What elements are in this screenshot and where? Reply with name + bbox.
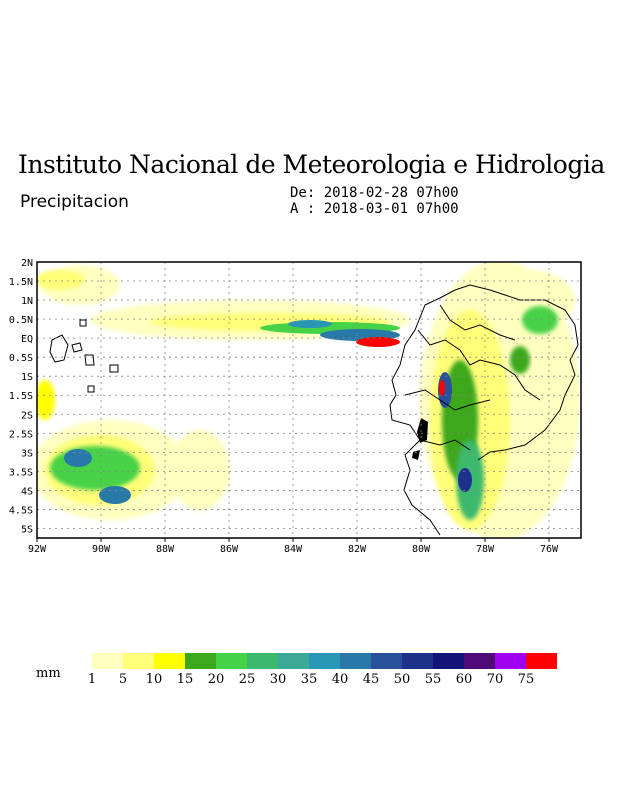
colorbar-swatch: [278, 653, 309, 669]
lat-tick-label: 1.5S: [9, 391, 33, 402]
islands: [412, 418, 428, 460]
colorbar-tick-label: 20: [207, 672, 225, 687]
colorbar-swatch: [92, 653, 123, 669]
lon-tick-label: 92W: [28, 544, 47, 555]
colorbar-tick-label: 25: [238, 672, 256, 687]
lat-tick-label: 0.5S: [9, 353, 33, 364]
colorbar-tick-label: 60: [455, 672, 473, 687]
colorbar-swatch: [526, 653, 557, 669]
plot-frame: [36, 261, 582, 539]
lat-tick-label: 0.5N: [9, 315, 33, 326]
lon-tick-label: 84W: [284, 544, 303, 555]
precipitation-field: [37, 262, 580, 538]
lon-tick-label: 82W: [348, 544, 367, 555]
lat-tick-label: 2S: [21, 410, 33, 421]
lat-tick-label: 1N: [21, 296, 33, 307]
lon-tick-label: 78W: [476, 544, 495, 555]
graticule: [37, 262, 581, 538]
colorbar-swatch: [216, 653, 247, 669]
lon-tick-label: 86W: [220, 544, 239, 555]
colorbar-swatch: [433, 653, 464, 669]
colorbar-swatch: [371, 653, 402, 669]
lat-tick-label: EQ: [21, 334, 33, 345]
lon-tick-label: 88W: [156, 544, 175, 555]
map-title: Instituto Nacional de Meteorologia e Hid…: [18, 150, 605, 179]
colorbar-swatch: [309, 653, 340, 669]
lat-tick-label: 1S: [21, 372, 33, 383]
colorbar-swatch: [402, 653, 433, 669]
lon-tick-label: 80W: [412, 544, 431, 555]
colorbar-swatch: [340, 653, 371, 669]
lat-tick-label: 4.5S: [9, 505, 33, 516]
colorbar-tick-label: 40: [331, 672, 349, 687]
lat-tick-label: 2.5S: [9, 429, 33, 440]
colorbar-tick-label: 10: [145, 672, 163, 687]
colorbar-tick-label: 1: [87, 672, 97, 687]
lat-tick-label: 3.5S: [9, 467, 33, 478]
colorbar-swatch: [185, 653, 216, 669]
lat-tick-label: 4S: [21, 486, 33, 497]
colorbar-swatch: [495, 653, 526, 669]
colorbar-tick-label: 45: [362, 672, 380, 687]
colorbar-tick-label: 70: [486, 672, 504, 687]
colorbar-tick-label: 35: [300, 672, 318, 687]
colorbar-swatch: [123, 653, 154, 669]
lat-tick-label: 3S: [21, 448, 33, 459]
date-to: A : 2018-03-01 07h00: [290, 201, 459, 217]
colorbar-unit: mm: [36, 666, 61, 681]
colorbar-tick-label: 30: [269, 672, 287, 687]
latitude-labels: 2N 1.5N 1N 0.5N EQ 0.5S 1S 1.5S 2S 2.5S 3S 3.5S 4S 4.…: [9, 258, 33, 535]
lat-tick-label: 1.5N: [9, 277, 33, 288]
coastline: [49, 284, 579, 536]
longitude-labels: 92W 90W 88W 86W 84W 82W 80W 78W 76W: [28, 544, 559, 555]
map-subtitle: Precipitacion: [20, 192, 129, 212]
lon-tick-label: 90W: [92, 544, 111, 555]
colorbar-tick-label: 15: [176, 672, 194, 687]
colorbar-swatch: [464, 653, 495, 669]
lon-tick-label: 76W: [540, 544, 559, 555]
lat-tick-label: 5S: [21, 524, 33, 535]
colorbar-tick-label: 5: [118, 672, 128, 687]
lat-tick-label: 2N: [21, 258, 33, 269]
colorbar-tick-label: 50: [393, 672, 411, 687]
colorbar-tick-label: 55: [424, 672, 442, 687]
colorbar-tick-label: 75: [517, 672, 535, 687]
date-from: De: 2018-02-28 07h00: [290, 185, 459, 201]
colorbar-swatch: [154, 653, 185, 669]
colorbar-swatch: [247, 653, 278, 669]
